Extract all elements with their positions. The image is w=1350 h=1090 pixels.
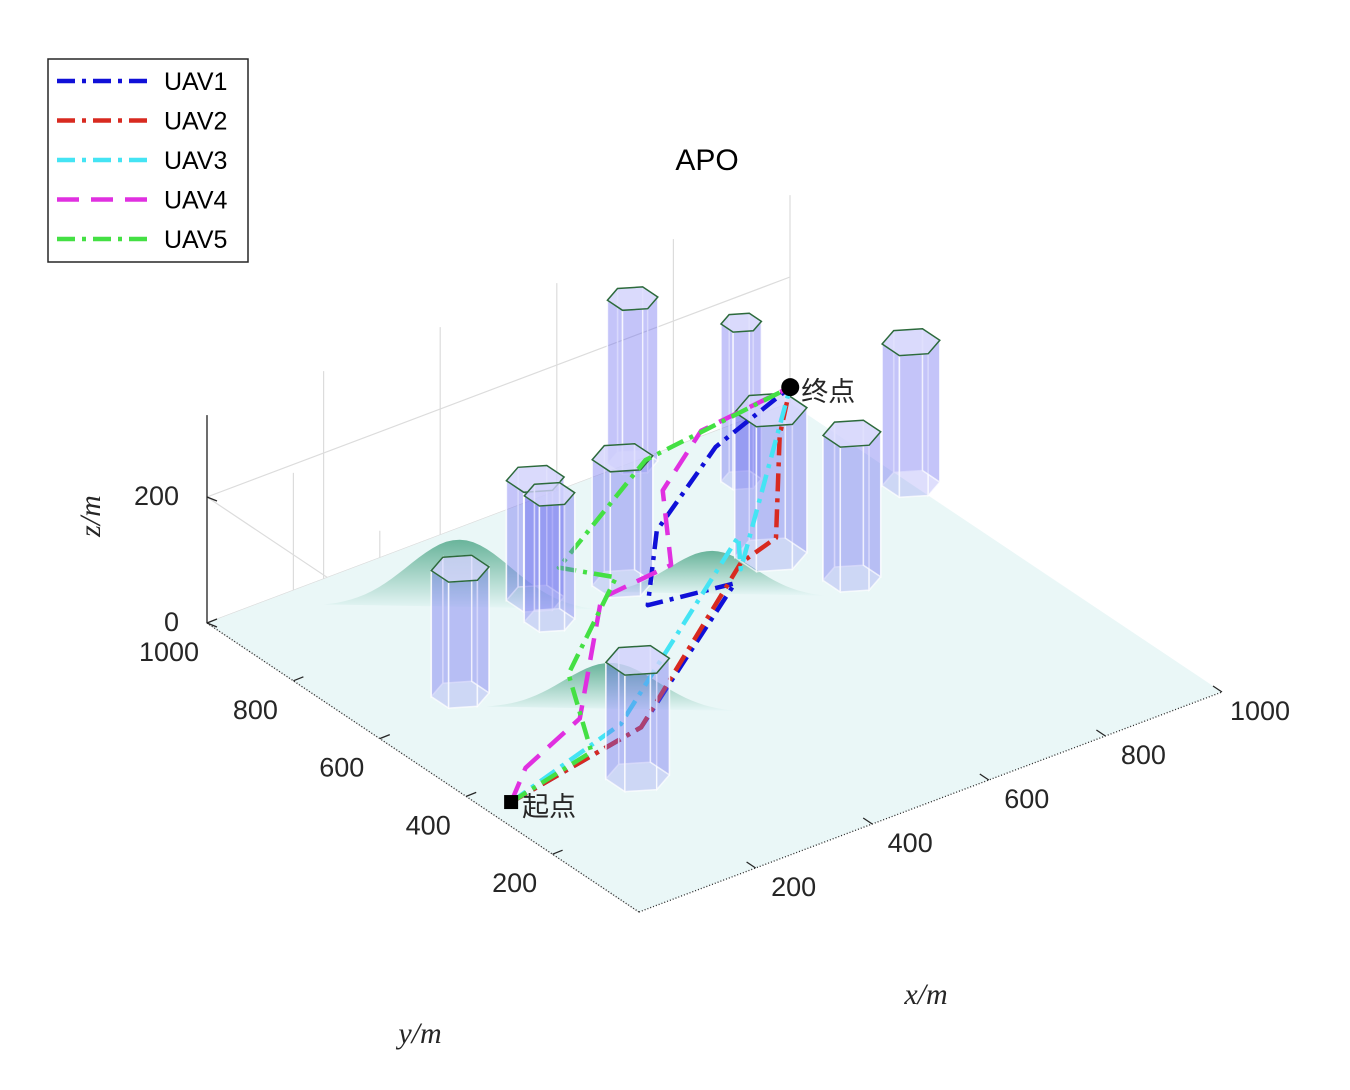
obstacle-2	[430, 553, 491, 710]
obstacle-side	[641, 285, 659, 463]
obstacle-1	[523, 481, 576, 634]
z-axis-label: z/m	[74, 495, 107, 538]
goal-label: 终点	[801, 377, 855, 408]
x-tick-mark-3	[1096, 729, 1106, 737]
obstacle-top	[430, 554, 491, 583]
x-tick-mark-2	[979, 773, 990, 781]
obstacle-top	[604, 644, 671, 676]
y-tick-mark-3	[293, 676, 304, 682]
x-tick-label-3: 800	[1121, 740, 1166, 770]
y-tick-label-4: 1000	[139, 637, 199, 667]
path-UAV3	[509, 386, 793, 804]
obstacle-top	[821, 419, 882, 448]
x-axis-label: x/m	[903, 978, 947, 1011]
x-axis-line	[638, 691, 1223, 913]
y-tick-mark-1	[465, 791, 477, 798]
path-UAV4	[509, 385, 792, 803]
x-tick-mark-1	[862, 817, 873, 825]
obstacle-side	[605, 660, 626, 794]
obstacle-side	[523, 494, 541, 634]
legend-label-UAV5: UAV5	[164, 226, 227, 254]
floor-plane	[207, 403, 1222, 912]
x-tick-label-0: 200	[771, 872, 816, 902]
start-label: 起点	[522, 792, 576, 823]
obstacle-5	[606, 285, 659, 476]
y-tick-mark-0	[552, 849, 563, 855]
y-tick-mark-4	[206, 618, 218, 624]
x-tick-label-4: 1000	[1230, 696, 1290, 726]
obstacle-top	[733, 392, 809, 428]
z-tick-label-1: 200	[134, 481, 179, 511]
obstacle-top	[880, 328, 941, 357]
obstacle-side	[822, 434, 842, 594]
y-tick-label-3: 800	[233, 695, 278, 725]
obstacle-6	[604, 644, 671, 794]
obstacle-side	[430, 569, 450, 710]
x-tick-label-2: 600	[1004, 784, 1049, 814]
terrain-hill-2	[599, 550, 826, 596]
obstacle-top	[523, 481, 576, 507]
x-tick-mark-0	[746, 861, 756, 869]
obstacle-top	[606, 286, 659, 312]
legend-label-UAV1: UAV1	[164, 68, 227, 96]
legend-label-UAV4: UAV4	[164, 187, 228, 215]
obstacle-side	[505, 479, 525, 614]
x-tick-mark-4	[1212, 685, 1223, 693]
y-tick-label-1: 400	[406, 810, 451, 840]
obstacles-front	[430, 481, 671, 794]
obstacle-9	[880, 327, 941, 499]
chart-title: APO	[675, 144, 738, 177]
z-tick-label-0: 0	[164, 607, 179, 637]
obstacle-top	[719, 312, 763, 333]
start-goal-markers: 起点 终点	[504, 377, 855, 823]
legend-label-UAV3: UAV3	[164, 147, 227, 175]
obstacle-side	[720, 322, 734, 492]
obstacle-3	[591, 442, 654, 600]
obstacle-side	[881, 342, 901, 499]
legend-box	[47, 58, 249, 263]
obstacles-back	[505, 285, 941, 614]
goal-marker	[781, 378, 800, 397]
terrain-floor	[207, 403, 1222, 912]
y-axis-label: y/m	[395, 1017, 441, 1050]
start-marker	[504, 795, 519, 810]
terrain-hill-1	[486, 662, 736, 711]
path-UAV5	[509, 385, 792, 805]
y-tick-label-0: 200	[492, 868, 537, 898]
obstacle-8	[821, 418, 882, 594]
legend: UAV1 UAV2 UAV3 UAV4 UAV5	[47, 58, 249, 263]
x-tick-label-1: 400	[888, 828, 933, 858]
y-tick-mark-2	[379, 733, 391, 740]
z-tick-mark-0	[206, 622, 218, 628]
z-tick-mark-1	[206, 496, 218, 502]
y-tick-label-2: 600	[319, 753, 364, 783]
obstacle-top	[591, 442, 654, 473]
legend-label-UAV2: UAV2	[164, 108, 227, 136]
